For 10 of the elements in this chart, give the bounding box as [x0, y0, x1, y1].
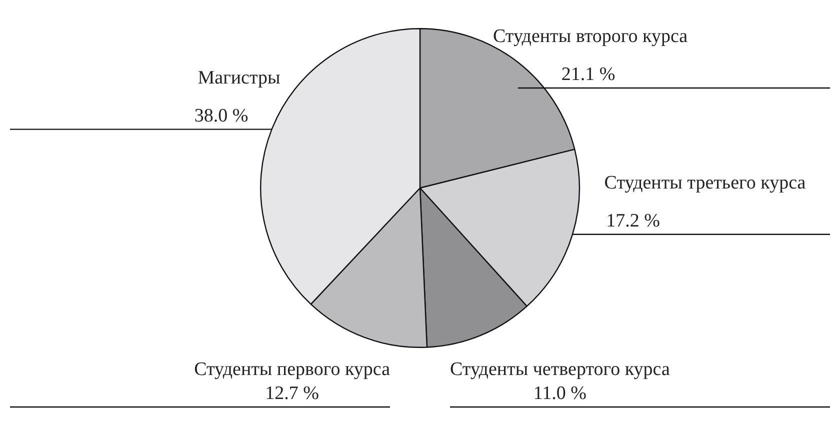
- slice-label: Магистры: [198, 67, 281, 88]
- data-label: 11.0 %: [533, 383, 587, 404]
- data-label: 38.0 %: [194, 105, 248, 126]
- slice-label: Студенты первого курса: [194, 359, 391, 380]
- slice-label: Студенты четвертого курса: [450, 359, 670, 380]
- data-label: 21.1 %: [561, 64, 616, 85]
- slice-label: Студенты второго курса: [493, 26, 688, 47]
- data-label: 12.7 %: [265, 383, 320, 404]
- data-label: 17.2 %: [606, 210, 660, 232]
- slice-label: Студенты третьего курса: [604, 172, 806, 194]
